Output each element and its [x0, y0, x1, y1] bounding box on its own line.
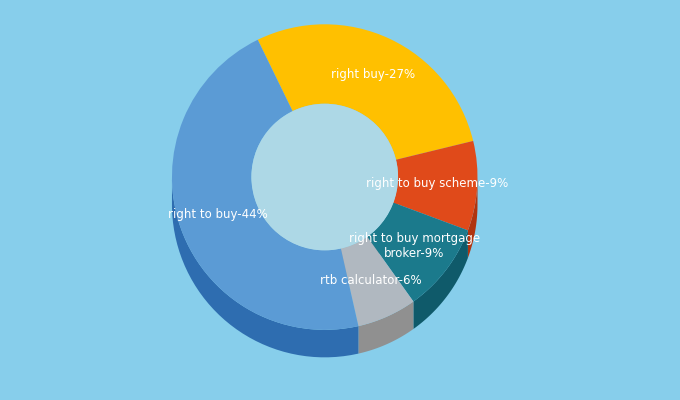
Polygon shape	[394, 177, 398, 230]
Polygon shape	[358, 302, 413, 354]
Polygon shape	[341, 237, 367, 276]
Polygon shape	[252, 178, 341, 278]
Wedge shape	[341, 237, 413, 326]
Wedge shape	[172, 40, 358, 330]
Wedge shape	[394, 141, 477, 230]
Wedge shape	[367, 203, 468, 302]
Polygon shape	[413, 230, 468, 329]
Text: right to buy scheme-9%: right to buy scheme-9%	[367, 177, 509, 190]
Polygon shape	[468, 178, 477, 258]
Text: rtb calculator-6%: rtb calculator-6%	[320, 274, 422, 287]
Polygon shape	[367, 203, 394, 264]
Circle shape	[252, 104, 398, 250]
Text: right to buy-44%: right to buy-44%	[168, 208, 268, 221]
Polygon shape	[172, 180, 358, 357]
Text: right to buy mortgage
broker-9%: right to buy mortgage broker-9%	[349, 232, 480, 260]
Wedge shape	[258, 24, 473, 160]
Text: right buy-27%: right buy-27%	[330, 68, 415, 81]
